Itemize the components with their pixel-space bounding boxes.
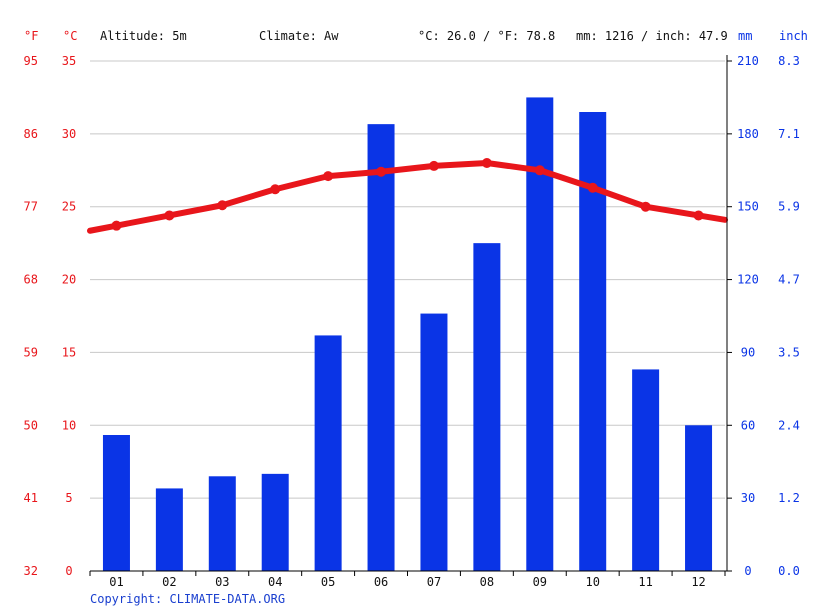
month-label: 07 <box>427 575 441 589</box>
precipitation-bar <box>685 425 713 571</box>
fahrenheit-tick-label: 59 <box>24 345 38 359</box>
inch-unit-label: inch <box>779 29 808 43</box>
precipitation-bar <box>155 488 183 571</box>
celsius-tick-label: 5 <box>65 491 72 505</box>
inch-tick-label: 7.1 <box>778 127 800 141</box>
temperature-line <box>87 158 728 234</box>
precipitation-bar <box>208 476 236 571</box>
inch-tick-label: 1.2 <box>778 491 800 505</box>
temperature-point <box>323 171 334 182</box>
precipitation-bar <box>102 435 130 571</box>
month-label: 08 <box>480 575 494 589</box>
temperature-point <box>640 201 651 212</box>
celsius-unit-label: °C <box>63 29 77 43</box>
climate-label: Climate: Aw <box>259 29 339 43</box>
month-label: 09 <box>533 575 547 589</box>
mm-tick-label: 180 <box>737 127 759 141</box>
copyright-text: Copyright: CLIMATE-DATA.ORG <box>90 592 286 606</box>
fahrenheit-tick-label: 95 <box>24 54 38 68</box>
fahrenheit-tick-label: 41 <box>24 491 38 505</box>
axes <box>89 55 732 576</box>
celsius-tick-label: 0 <box>65 564 72 578</box>
fahrenheit-tick-label: 77 <box>24 200 38 214</box>
temperature-point <box>270 184 281 195</box>
inch-tick-label: 3.5 <box>778 345 800 359</box>
mm-tick-label: 210 <box>737 54 759 68</box>
temperature-point <box>376 166 387 177</box>
fahrenheit-tick-label: 32 <box>24 564 38 578</box>
precipitation-bars <box>102 97 713 572</box>
temperature-point <box>428 160 439 171</box>
precipitation-bar <box>261 473 289 571</box>
precipitation-bar <box>420 313 448 571</box>
month-label: 12 <box>691 575 705 589</box>
celsius-tick-label: 15 <box>62 345 76 359</box>
temperature-point <box>587 182 598 193</box>
precipitation-bar <box>632 369 660 571</box>
month-label: 04 <box>268 575 282 589</box>
axis-labels: 32 0 0 0.041 5 30 1.250 10 60 2.459 15 90 3.568 20 120… <box>24 54 800 589</box>
precipitation-bar <box>579 112 607 571</box>
temperature-point <box>534 165 545 176</box>
mm-tick-label: 120 <box>737 273 759 287</box>
fahrenheit-tick-label: 68 <box>24 273 38 287</box>
mm-unit-label: mm <box>738 29 752 43</box>
month-label: 02 <box>162 575 176 589</box>
month-label: 11 <box>638 575 652 589</box>
temperature-point <box>111 220 122 231</box>
precipitation-total-label: mm: 1216 / inch: 47.9 <box>576 29 728 43</box>
precipitation-bar <box>314 335 342 571</box>
mm-tick-label: 150 <box>737 200 759 214</box>
month-label: 03 <box>215 575 229 589</box>
altitude-label: Altitude: 5m <box>100 29 187 43</box>
temperature-point <box>693 210 704 221</box>
grid-lines <box>90 60 725 499</box>
mm-tick-label: 30 <box>741 491 755 505</box>
temperature-point <box>164 210 175 221</box>
fahrenheit-tick-label: 50 <box>24 418 38 432</box>
celsius-tick-label: 10 <box>62 418 76 432</box>
inch-tick-label: 5.9 <box>778 200 800 214</box>
fahrenheit-tick-label: 86 <box>24 127 38 141</box>
temperature-point <box>217 200 228 211</box>
precipitation-bar <box>473 243 501 571</box>
mm-tick-label: 60 <box>741 418 755 432</box>
celsius-tick-label: 20 <box>62 273 76 287</box>
inch-tick-label: 0.0 <box>778 564 800 578</box>
month-label: 06 <box>374 575 388 589</box>
month-label: 01 <box>109 575 123 589</box>
mm-tick-label: 0 <box>744 564 751 578</box>
precipitation-bar <box>367 124 395 572</box>
celsius-tick-label: 25 <box>62 200 76 214</box>
fahrenheit-unit-label: °F <box>24 29 38 43</box>
temperature-point <box>481 158 492 168</box>
inch-tick-label: 8.3 <box>778 54 800 68</box>
celsius-tick-label: 35 <box>62 54 76 68</box>
celsius-tick-label: 30 <box>62 127 76 141</box>
temperature-line-path <box>87 160 728 234</box>
average-temperature-label: °C: 26.0 / °F: 78.8 <box>418 29 555 43</box>
mm-tick-label: 90 <box>741 345 755 359</box>
inch-tick-label: 2.4 <box>778 418 800 432</box>
inch-tick-label: 4.7 <box>778 273 800 287</box>
month-label: 05 <box>321 575 335 589</box>
month-label: 10 <box>585 575 599 589</box>
